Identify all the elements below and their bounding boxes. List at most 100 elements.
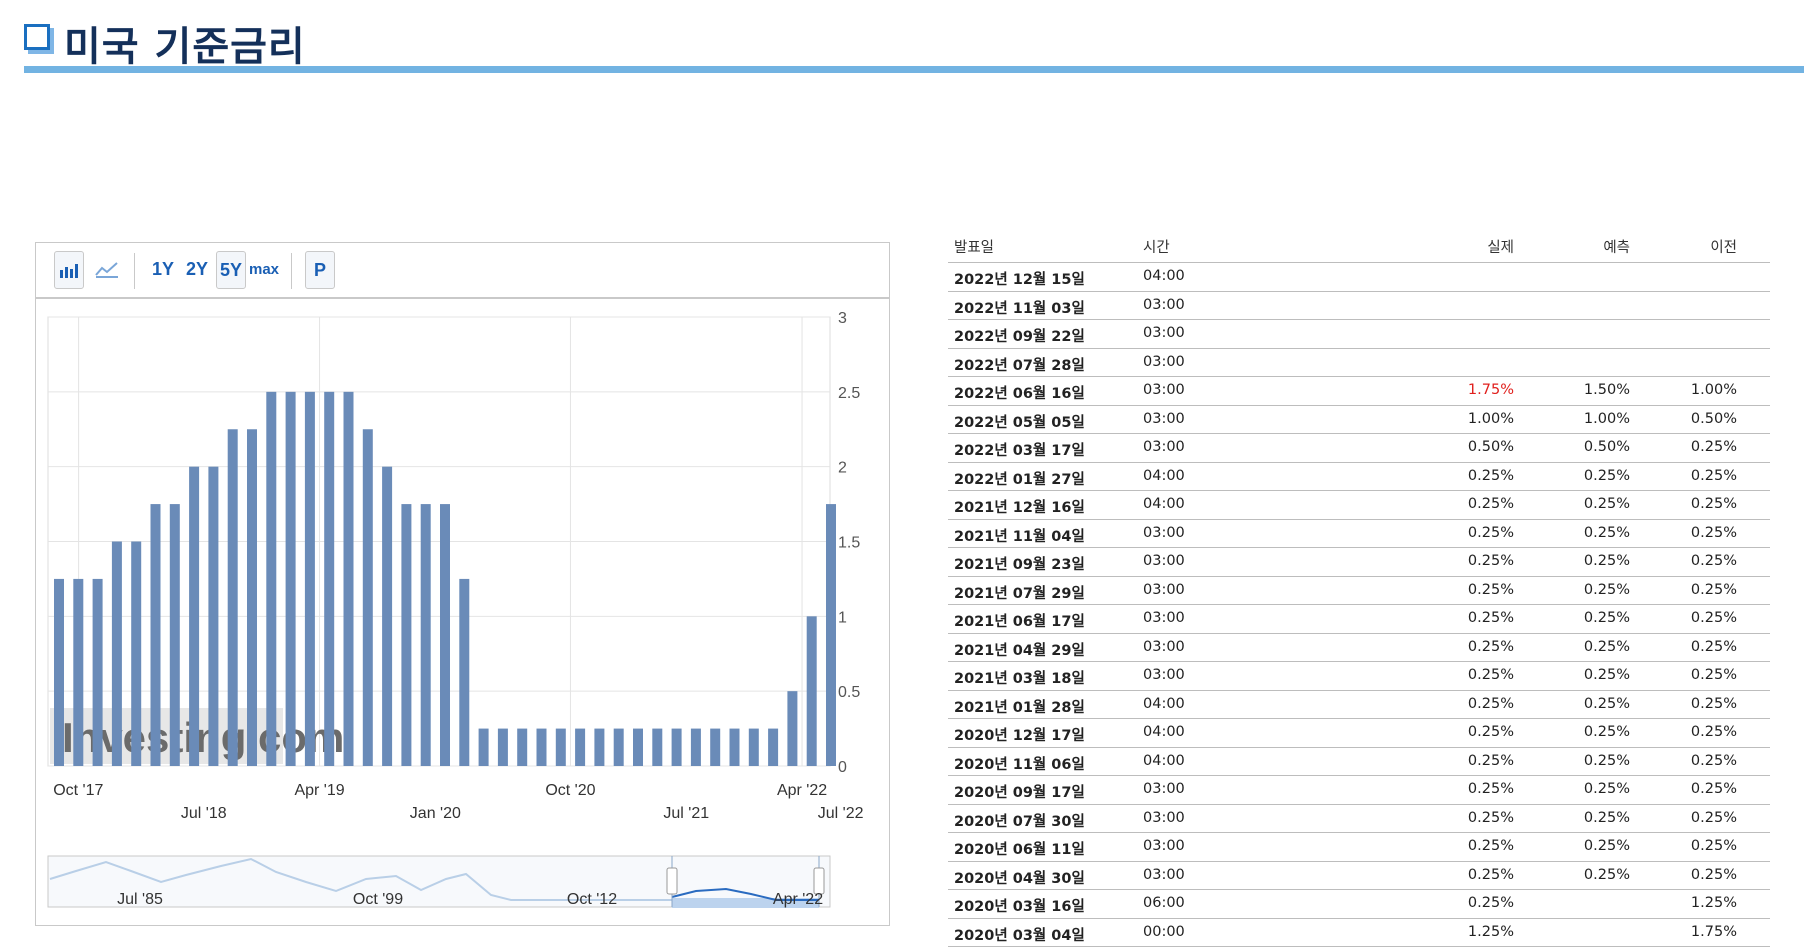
bar[interactable] <box>247 429 257 766</box>
x-tick-label: Jul '22 <box>818 805 864 822</box>
bar[interactable] <box>537 729 547 766</box>
bar[interactable] <box>344 392 354 766</box>
navigator-label: Jul '85 <box>117 891 163 908</box>
bar[interactable] <box>459 579 469 766</box>
bar[interactable] <box>614 729 624 766</box>
bar[interactable] <box>189 467 199 766</box>
bar[interactable] <box>517 729 527 766</box>
bar[interactable] <box>112 542 122 767</box>
row-forecast: 0.25% <box>1584 553 1630 569</box>
range-1y-button[interactable]: 1Y <box>148 251 178 287</box>
row-date: 2022년 12월 15일 <box>954 268 1085 289</box>
range-max-button[interactable]: max <box>248 251 280 287</box>
range-2y-button[interactable]: 2Y <box>182 251 212 287</box>
bar[interactable] <box>54 579 64 766</box>
row-date: 2020년 07월 30일 <box>954 810 1085 831</box>
page-title: 미국 기준금리 <box>64 14 306 72</box>
bar[interactable] <box>382 467 392 766</box>
bar[interactable] <box>749 729 759 766</box>
row-time: 03:00 <box>1143 867 1185 883</box>
bar[interactable] <box>691 729 701 766</box>
row-actual: 0.25% <box>1468 781 1514 797</box>
row-date: 2021년 07월 29일 <box>954 582 1085 603</box>
row-time: 03:00 <box>1143 667 1185 683</box>
bar[interactable] <box>556 729 566 766</box>
bar[interactable] <box>498 729 508 766</box>
row-date: 2021년 09월 23일 <box>954 553 1085 574</box>
bar[interactable] <box>324 392 334 766</box>
navigator-label: Oct '99 <box>353 891 403 908</box>
line-chart-icon[interactable] <box>92 251 122 287</box>
bar[interactable] <box>401 504 411 766</box>
row-forecast: 1.00% <box>1584 411 1630 427</box>
bar[interactable] <box>286 392 296 766</box>
bar[interactable] <box>652 729 662 766</box>
bar[interactable] <box>807 616 817 766</box>
row-time: 03:00 <box>1143 553 1185 569</box>
bar[interactable] <box>479 729 489 766</box>
bar[interactable] <box>305 392 315 766</box>
bar[interactable] <box>768 729 778 766</box>
row-date: 2020년 03월 04일 <box>954 924 1085 945</box>
plot-area: Investing.com <box>48 317 836 766</box>
col-header-actual: 실제 <box>1487 236 1514 257</box>
row-actual: 0.50% <box>1468 439 1514 455</box>
bar[interactable] <box>575 729 585 766</box>
investing-watermark: Investing.com <box>62 714 344 761</box>
row-actual: 0.25% <box>1468 582 1514 598</box>
row-date: 2020년 06월 11일 <box>954 838 1085 859</box>
row-date: 2022년 09월 22일 <box>954 325 1085 346</box>
bar[interactable] <box>826 504 836 766</box>
row-previous: 0.25% <box>1691 639 1737 655</box>
bar[interactable] <box>787 691 797 766</box>
row-time: 03:00 <box>1143 525 1185 541</box>
bar[interactable] <box>594 729 604 766</box>
row-actual: 0.25% <box>1468 667 1514 683</box>
row-actual: 0.25% <box>1468 753 1514 769</box>
y-tick-label: 0.5 <box>838 684 860 701</box>
bar[interactable] <box>672 729 682 766</box>
row-forecast: 0.50% <box>1584 439 1630 455</box>
bar-chart-icon[interactable] <box>54 251 84 289</box>
bar[interactable] <box>266 392 276 766</box>
row-date: 2022년 01월 27일 <box>954 468 1085 489</box>
row-actual: 0.25% <box>1468 468 1514 484</box>
bar[interactable] <box>633 729 643 766</box>
row-previous: 0.25% <box>1691 781 1737 797</box>
bar[interactable] <box>363 429 373 766</box>
bar[interactable] <box>730 729 740 766</box>
row-previous: 0.25% <box>1691 753 1737 769</box>
bar[interactable] <box>131 542 141 767</box>
row-previous: 0.25% <box>1691 667 1737 683</box>
row-date: 2020년 09월 17일 <box>954 781 1085 802</box>
bar[interactable] <box>421 504 431 766</box>
p-button[interactable]: P <box>305 251 335 289</box>
bar[interactable] <box>710 729 720 766</box>
bar[interactable] <box>151 504 161 766</box>
row-actual: 0.25% <box>1468 496 1514 512</box>
bar[interactable] <box>73 579 83 766</box>
bar[interactable] <box>170 504 180 766</box>
row-time: 04:00 <box>1143 724 1185 740</box>
bar[interactable] <box>228 429 238 766</box>
row-previous: 0.25% <box>1691 724 1737 740</box>
row-date: 2021년 01월 28일 <box>954 696 1085 717</box>
bar[interactable] <box>93 579 103 766</box>
range-5y-button[interactable]: 5Y <box>216 251 246 289</box>
bar[interactable] <box>440 504 450 766</box>
row-previous: 0.25% <box>1691 496 1737 512</box>
navigator-handle-left[interactable] <box>667 868 677 894</box>
row-date: 2022년 03월 17일 <box>954 439 1085 460</box>
row-actual: 1.75% <box>1468 382 1514 398</box>
bar[interactable] <box>208 467 218 766</box>
row-forecast: 0.25% <box>1584 525 1630 541</box>
